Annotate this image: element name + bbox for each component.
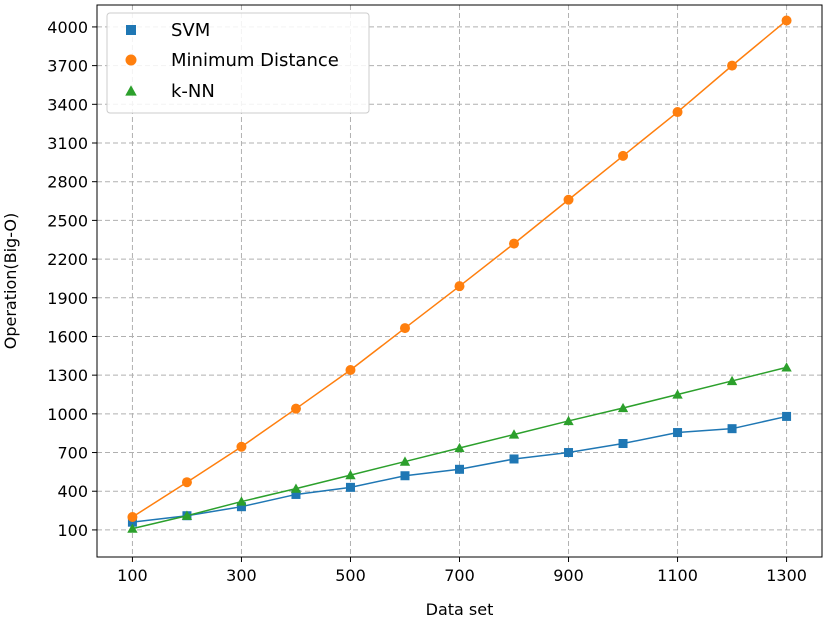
x-axis-label: Data set (426, 600, 494, 618)
data-point-minimum-distance (181, 477, 192, 488)
data-point-k-nn (617, 402, 629, 413)
data-point-k-nn (181, 510, 193, 520)
x-tick-label: 1300 (766, 566, 807, 585)
y-tick-label: 4000 (47, 18, 88, 37)
data-point-minimum-distance (618, 150, 629, 161)
grid (97, 5, 822, 557)
legend-label-knn: k-NN (171, 81, 215, 102)
data-point-svm (345, 482, 355, 492)
legend-marker-shape (126, 25, 136, 35)
y-tick-label: 1900 (47, 289, 88, 308)
data-point-k-nn (454, 442, 465, 453)
data-point-minimum-distance (290, 403, 301, 414)
data-point-svm (455, 464, 464, 474)
data-point-svm (291, 489, 301, 499)
data-point-svm (673, 428, 683, 438)
data-point-minimum-distance (236, 441, 247, 452)
data-point-svm (564, 448, 574, 458)
data-point-k-nn (345, 469, 356, 480)
legend-marker-svm (126, 25, 136, 35)
legend-item-svm: SVM (126, 20, 210, 41)
data-point-k-nn (563, 415, 574, 426)
series-minimum-distance (127, 15, 792, 523)
legend-item-minimum-distance: Minimum Distance (125, 50, 339, 71)
y-axis-label: Operation(Big-O) (1, 213, 20, 350)
data-point-k-nn (399, 456, 411, 466)
data-point-minimum-distance (563, 194, 574, 205)
data-point-svm (618, 439, 628, 449)
legend-marker-shape (125, 85, 137, 96)
y-tick-label: 2800 (47, 173, 88, 192)
data-point-minimum-distance (399, 323, 410, 334)
legend-label-svm: SVM (171, 20, 210, 41)
data-point-minimum-distance (781, 15, 792, 26)
legend-item-knn: k-NN (125, 81, 215, 102)
series-layer (127, 15, 792, 533)
legend: SVM Minimum Distance k-NN (106, 12, 370, 114)
x-tick-label: 100 (117, 566, 148, 585)
data-point-k-nn (236, 496, 247, 506)
y-tick-label: 3400 (47, 95, 88, 114)
legend-marker-shape (125, 54, 137, 66)
data-point-k-nn (508, 429, 520, 439)
y-tick-label: 700 (57, 444, 88, 463)
x-axis: 100 300 500 700 900 1100 1300 (117, 557, 807, 585)
data-point-svm (236, 502, 246, 512)
legend-marker-knn (125, 85, 137, 96)
series-k-nn (127, 362, 792, 533)
y-tick-label: 1000 (47, 405, 88, 424)
x-tick-label: 1100 (657, 566, 698, 585)
x-tick-label: 900 (553, 566, 584, 585)
data-point-k-nn (781, 362, 792, 372)
x-tick-label: 500 (335, 566, 366, 585)
data-point-k-nn (726, 375, 738, 386)
data-point-minimum-distance (127, 512, 138, 523)
data-point-minimum-distance (345, 364, 356, 375)
data-point-minimum-distance (727, 60, 738, 71)
data-point-minimum-distance (454, 281, 465, 292)
y-tick-label: 2500 (47, 211, 88, 230)
legend-label-minimum-distance: Minimum Distance (171, 50, 339, 71)
y-tick-label: 3100 (47, 134, 88, 153)
y-tick-label: 400 (57, 482, 88, 501)
data-point-k-nn (127, 523, 138, 533)
data-point-svm (400, 471, 410, 481)
x-tick-label: 700 (444, 566, 475, 585)
x-tick-label: 300 (226, 566, 257, 585)
data-point-minimum-distance (672, 107, 683, 118)
data-point-svm (509, 454, 519, 464)
y-axis: 100 400 700 1000 1300 1600 1900 2200 2500 2800 310… (47, 18, 97, 540)
y-tick-label: 100 (57, 521, 88, 540)
data-point-svm (727, 424, 737, 434)
data-point-k-nn (290, 483, 302, 493)
legend-marker-minimum-distance (125, 54, 137, 66)
data-point-k-nn (672, 389, 683, 399)
data-point-minimum-distance (509, 238, 520, 249)
legend-box (106, 12, 370, 114)
data-point-svm (782, 411, 792, 421)
y-tick-label: 1600 (47, 327, 88, 346)
data-point-svm (127, 517, 137, 527)
series-svm (127, 411, 792, 527)
y-tick-label: 1300 (47, 366, 88, 385)
y-tick-label: 2200 (47, 250, 88, 269)
y-tick-label: 3700 (47, 57, 88, 76)
